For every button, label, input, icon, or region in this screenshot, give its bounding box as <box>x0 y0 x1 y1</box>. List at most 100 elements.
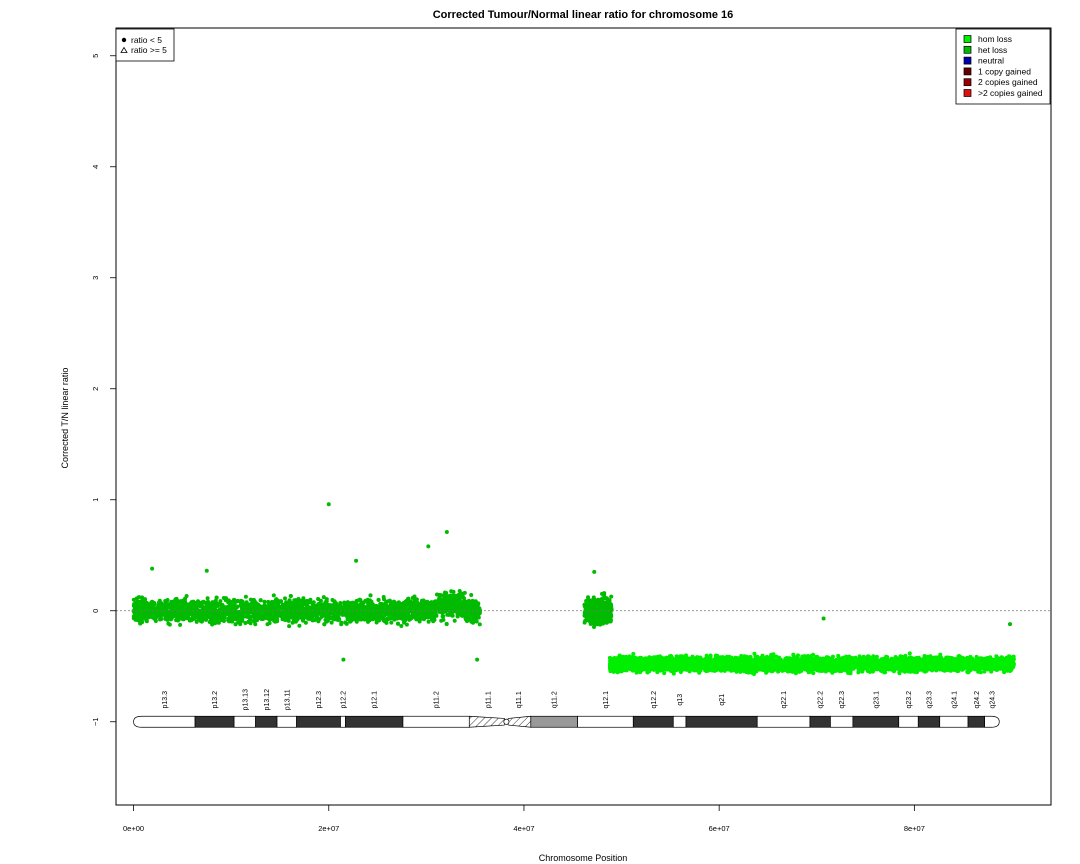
data-point <box>443 590 447 595</box>
data-point <box>421 601 426 606</box>
data-point <box>230 619 235 624</box>
data-point <box>601 596 606 601</box>
data-point <box>148 614 153 619</box>
data-point <box>143 597 147 602</box>
data-point <box>228 600 233 605</box>
data-point <box>457 596 462 601</box>
data-point <box>359 617 364 622</box>
data-point <box>338 601 343 606</box>
data-point <box>210 603 215 608</box>
data-point <box>390 601 395 605</box>
data-point <box>410 609 415 614</box>
data-point <box>595 602 600 607</box>
data-point <box>187 618 192 623</box>
data-point <box>324 597 329 602</box>
data-point <box>321 595 326 600</box>
data-point <box>312 618 317 622</box>
data-point <box>301 618 306 623</box>
data-point <box>165 602 170 607</box>
data-point <box>167 622 172 627</box>
data-point <box>287 598 292 603</box>
data-point <box>609 594 614 599</box>
data-point <box>213 611 218 616</box>
y-tick-label: 0 <box>91 609 100 613</box>
data-point <box>587 599 592 604</box>
data-point <box>411 600 416 605</box>
data-point <box>389 620 394 625</box>
data-point <box>198 604 203 608</box>
data-point <box>441 593 446 598</box>
data-point <box>262 599 267 604</box>
data-point <box>426 619 431 624</box>
data-point <box>303 620 308 625</box>
data-point <box>355 612 360 617</box>
x-tick-label: 4e+07 <box>513 824 534 833</box>
data-point <box>184 602 189 607</box>
data-point <box>178 622 183 627</box>
data-point <box>287 610 292 615</box>
data-point <box>205 600 210 605</box>
data-point <box>448 608 453 613</box>
data-point <box>395 603 400 608</box>
data-point <box>175 613 180 618</box>
data-point <box>606 617 611 622</box>
data-point <box>586 595 590 600</box>
data-point <box>323 600 328 605</box>
data-point <box>270 603 275 608</box>
data-point <box>317 616 322 621</box>
data-point <box>271 593 276 598</box>
data-point <box>175 616 180 621</box>
data-point <box>243 621 248 625</box>
data-point <box>601 617 606 622</box>
data-point <box>138 621 143 626</box>
data-point <box>596 618 601 623</box>
data-point <box>220 603 225 608</box>
data-point <box>440 614 445 619</box>
data-point <box>469 593 474 597</box>
data-point <box>287 605 292 610</box>
data-point <box>238 622 243 627</box>
data-point <box>139 604 144 609</box>
data-point <box>451 589 456 594</box>
data-point <box>606 606 611 611</box>
data-point <box>266 605 271 610</box>
data-point <box>294 600 299 605</box>
data-point <box>317 609 322 614</box>
data-point <box>258 598 263 603</box>
data-point <box>287 624 292 629</box>
data-point <box>345 600 350 605</box>
data-point <box>232 597 237 602</box>
data-point <box>228 613 233 618</box>
data-point <box>382 597 386 602</box>
data-point <box>140 612 145 617</box>
data-point <box>281 604 286 609</box>
data-point <box>205 596 210 601</box>
data-point <box>416 604 420 609</box>
data-point <box>466 606 471 611</box>
data-point <box>450 613 455 618</box>
data-point <box>221 618 226 623</box>
data-point <box>385 611 390 616</box>
data-point <box>444 622 449 626</box>
data-point <box>243 594 248 599</box>
data-point <box>459 591 464 596</box>
data-point <box>437 593 442 597</box>
data-point <box>462 590 467 595</box>
data-point <box>452 618 457 623</box>
data-point <box>323 618 328 622</box>
data-point <box>207 620 212 624</box>
chart-title: Corrected Tumour/Normal linear ratio for… <box>433 9 734 21</box>
data-point <box>133 600 138 605</box>
data-point <box>181 614 186 619</box>
data-point <box>316 602 321 607</box>
data-point <box>308 600 312 605</box>
data-point <box>283 596 287 601</box>
data-point <box>318 598 323 603</box>
data-point <box>195 612 200 617</box>
data-point <box>248 617 253 622</box>
data-point <box>477 622 482 627</box>
data-point <box>270 615 275 620</box>
data-point <box>203 614 207 619</box>
data-point <box>274 597 279 602</box>
data-point <box>191 609 196 614</box>
